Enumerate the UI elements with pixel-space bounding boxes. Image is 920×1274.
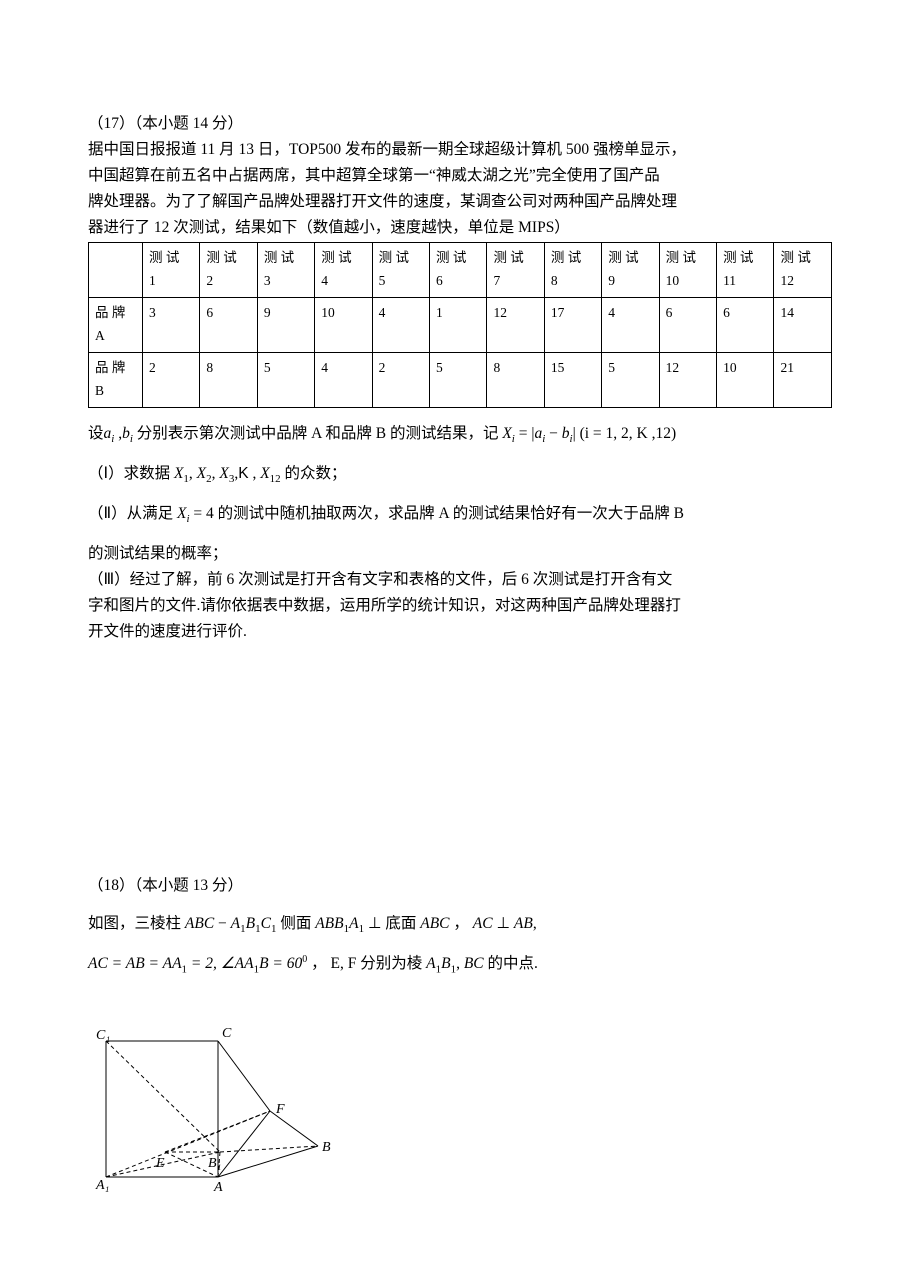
- exam-page: （17）（本小题 14 分） 据中国日报报道 11 月 13 日，TOP500 …: [0, 0, 920, 1235]
- table-corner-cell: [89, 243, 143, 298]
- table-cell: 8: [200, 352, 257, 407]
- svg-text:C: C: [222, 1026, 232, 1041]
- col-header: 测 试6: [430, 243, 487, 298]
- text: AC = AB = AA: [88, 956, 182, 973]
- text: 的中点.: [488, 956, 538, 973]
- table-cell: 3: [143, 297, 200, 352]
- table-cell: 14: [774, 297, 832, 352]
- svg-text:E: E: [155, 1156, 165, 1171]
- col-header: 测 试10: [659, 243, 716, 298]
- text: （Ⅰ）求数据: [88, 465, 170, 482]
- q17-data-table: 测 试1 测 试2 测 试3 测 试4 测 试5 测 试6 测 试7 测 试8 …: [88, 242, 832, 408]
- q17-part1: （Ⅰ）求数据 X1, X2, X3,K , X12 的众数；: [88, 462, 832, 488]
- svg-text:F: F: [275, 1102, 285, 1117]
- table-cell: 1: [430, 297, 487, 352]
- text: 分别表示第次测试中品牌 A 和品牌 B 的测试结果，记: [137, 425, 499, 442]
- q18-line2: AC = AB = AA1 = 2, ∠AA1B = 600 ， E, F 分别…: [88, 952, 832, 978]
- table-cell: 5: [257, 352, 314, 407]
- table-cell: 5: [430, 352, 487, 407]
- col-header: 测 试8: [544, 243, 601, 298]
- q17-part3-line3: 开文件的速度进行评价.: [88, 620, 832, 644]
- row-label: 品 牌A: [89, 297, 143, 352]
- table-cell: 17: [544, 297, 601, 352]
- q18-block: （18）（本小题 13 分） 如图，三棱柱 ABC − A1B1C1 侧面 AB…: [88, 874, 832, 1194]
- text: 底面: [385, 915, 416, 932]
- table-row: 品 牌A 3 6 9 10 4 1 12 17 4 6 6 14: [89, 297, 832, 352]
- q17-part2-line2: 的测试结果的概率；: [88, 542, 832, 566]
- q17-intro-line1: 据中国日报报道 11 月 13 日，TOP500 发布的最新一期全球超级计算机 …: [88, 138, 832, 162]
- col-header: 测 试12: [774, 243, 832, 298]
- range-text: (i = 1, 2, K ,12): [580, 425, 677, 442]
- q17-part2-line1: （Ⅱ）从满足 Xi = 4 的测试中随机抽取两次，求品牌 A 的测试结果恰好有一…: [88, 502, 832, 528]
- table-cell: 6: [717, 297, 774, 352]
- q17-part3-line1: （Ⅲ）经过了解，前 6 次测试是打开含有文字和表格的文件，后 6 次测试是打开含…: [88, 568, 832, 592]
- table-cell: 15: [544, 352, 601, 407]
- text: = 2, ∠AA: [187, 956, 254, 973]
- text: B = 60: [259, 956, 302, 973]
- table-cell: 10: [717, 352, 774, 407]
- text: 侧面: [280, 915, 311, 932]
- svg-text:C₁: C₁: [96, 1028, 110, 1043]
- q18-heading: （18）（本小题 13 分）: [88, 874, 832, 898]
- text: 的众数；: [285, 465, 347, 482]
- col-header: 测 试9: [602, 243, 659, 298]
- col-header: 测 试5: [372, 243, 429, 298]
- table-cell: 8: [487, 352, 544, 407]
- table-cell: 4: [602, 297, 659, 352]
- q17-heading: （17）（本小题 14 分）: [88, 112, 832, 136]
- degree-sup: 0: [302, 954, 307, 965]
- table-cell: 12: [487, 297, 544, 352]
- svg-text:A₁: A₁: [95, 1178, 109, 1193]
- text: ， E, F 分别为棱: [311, 956, 426, 973]
- text: 的测试中随机抽取两次，求品牌 A 的测试结果恰好有一次大于品牌 B: [218, 505, 684, 522]
- svg-text:B: B: [322, 1140, 331, 1155]
- table-cell: 21: [774, 352, 832, 407]
- q17-definition-line: 设ai ,bi 分别表示第次测试中品牌 A 和品牌 B 的测试结果，记 Xi =…: [88, 422, 832, 448]
- table-cell: 10: [315, 297, 372, 352]
- col-header: 测 试2: [200, 243, 257, 298]
- table-cell: 6: [200, 297, 257, 352]
- table-cell: 4: [372, 297, 429, 352]
- table-cell: 6: [659, 297, 716, 352]
- q17-intro-line3: 牌处理器。为了了解国产品牌处理器打开文件的速度，某调查公司对两种国产品牌处理: [88, 190, 832, 214]
- text: 设: [88, 425, 104, 442]
- table-cell: 12: [659, 352, 716, 407]
- table-cell: 5: [602, 352, 659, 407]
- col-header: 测 试4: [315, 243, 372, 298]
- text: （Ⅱ）从满足: [88, 505, 173, 522]
- col-header: 测 试1: [143, 243, 200, 298]
- col-header: 测 试3: [257, 243, 314, 298]
- table-cell: 4: [315, 352, 372, 407]
- table-header-row: 测 试1 测 试2 测 试3 测 试4 测 试5 测 试6 测 试7 测 试8 …: [89, 243, 832, 298]
- col-header: 测 试7: [487, 243, 544, 298]
- q17-part3-line2: 字和图片的文件.请你依据表中数据，运用所学的统计知识，对这两种国产品牌处理器打: [88, 594, 832, 618]
- table-cell: 2: [143, 352, 200, 407]
- col-header: 测 试11: [717, 243, 774, 298]
- q17-intro-line2: 中国超算在前五名中占据两席，其中超算全球第一“神威太湖之光”完全使用了国产品: [88, 164, 832, 188]
- svg-text:A: A: [213, 1180, 223, 1195]
- row-label: 品 牌B: [89, 352, 143, 407]
- table-row: 品 牌B 2 8 5 4 2 5 8 15 5 12 10 21: [89, 352, 832, 407]
- svg-text:B₁: B₁: [208, 1156, 221, 1171]
- q18-line1: 如图，三棱柱 ABC − A1B1C1 侧面 ABB1A1 ⊥ 底面 ABC ，…: [88, 912, 832, 938]
- table-cell: 9: [257, 297, 314, 352]
- table-cell: 2: [372, 352, 429, 407]
- q18-figure: C₁ C F B E B₁ A₁ A: [88, 1015, 832, 1195]
- prism-diagram: C₁ C F B E B₁ A₁ A: [88, 1015, 338, 1195]
- q17-intro-line4: 器进行了 12 次测试，结果如下（数值越小，速度越快，单位是 MIPS）: [88, 216, 832, 240]
- text: 如图，三棱柱: [88, 915, 181, 932]
